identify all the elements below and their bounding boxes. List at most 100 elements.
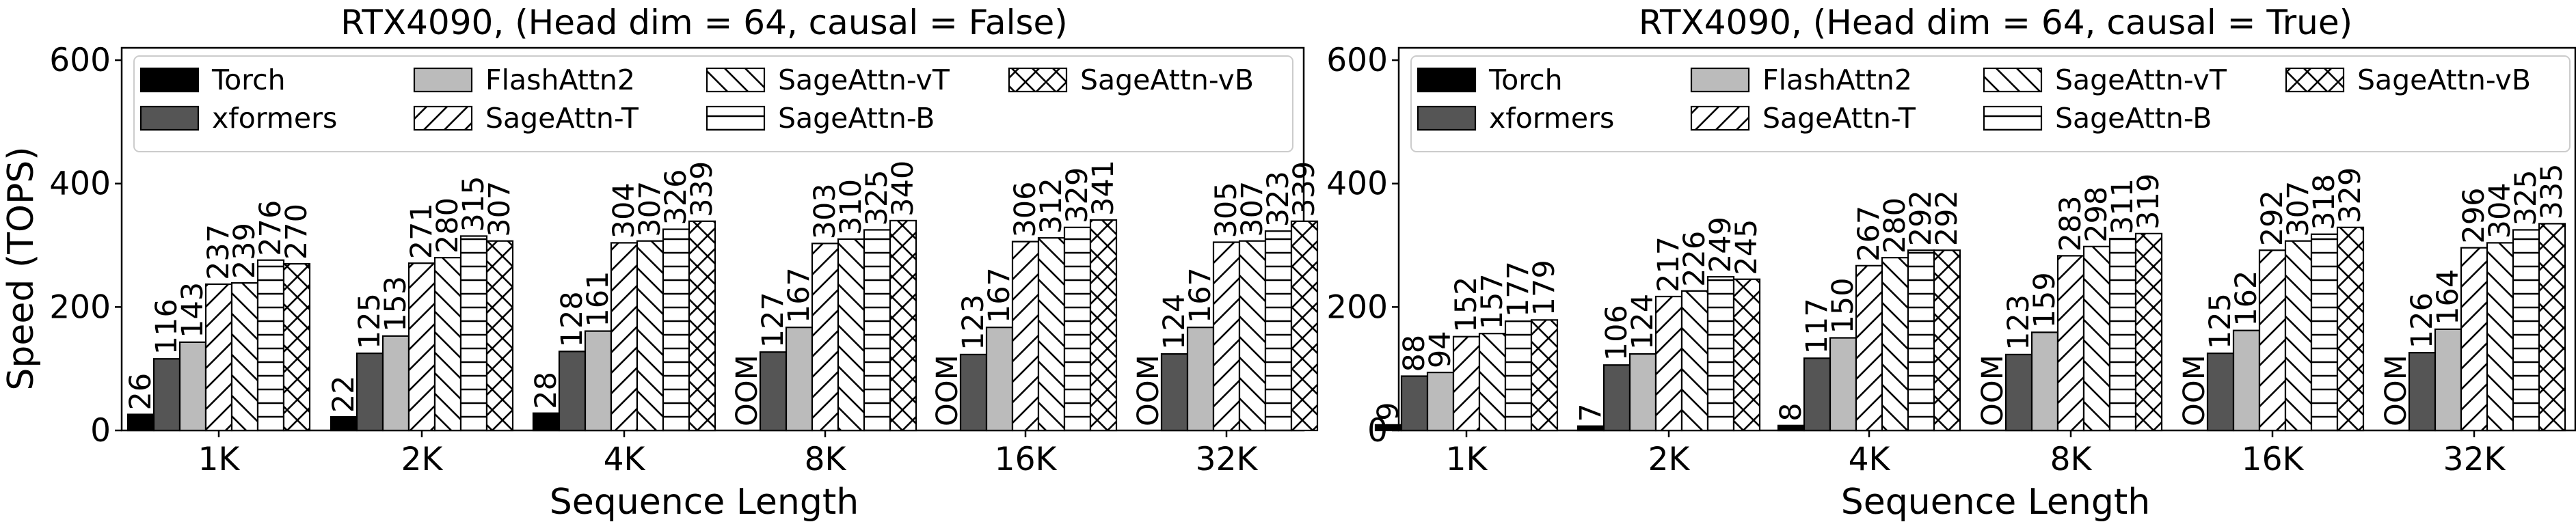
data-label: 307 (633, 181, 667, 237)
data-label: 7 (1574, 403, 1608, 422)
data-label: 239 (228, 223, 262, 279)
y-tick-label: 600 (1326, 42, 1388, 79)
bar (1290, 220, 1319, 432)
bar (558, 351, 587, 432)
legend-swatch (139, 105, 200, 131)
bar (1426, 371, 1455, 432)
bar (662, 228, 690, 432)
bar (2004, 353, 2033, 432)
y-tick-label: 600 (49, 42, 111, 79)
bar (1577, 425, 1605, 432)
y-tick-label: 200 (1326, 288, 1388, 326)
legend-swatch (413, 67, 473, 93)
data-label: 339 (685, 161, 719, 217)
x-tick-label: 16K (995, 441, 1058, 478)
bar (1907, 249, 1935, 432)
data-label: 88 (1397, 335, 1432, 372)
data-label: OOM (930, 355, 965, 426)
legend-swatch (1008, 67, 1068, 93)
x-tick-label: 4K (604, 441, 646, 478)
legend-label: SageAttn-B (778, 102, 935, 135)
bar (256, 259, 285, 432)
bar (1264, 230, 1293, 432)
data-label: 106 (1600, 305, 1634, 361)
data-label: 303 (808, 183, 842, 239)
data-label: OOM (2177, 355, 2212, 426)
bar (2310, 233, 2339, 432)
bar (2460, 247, 2488, 432)
x-tick-label: 1K (1446, 441, 1488, 478)
data-label: 298 (2080, 187, 2114, 243)
bar (1777, 424, 1806, 432)
x-tick-label: 8K (805, 441, 847, 478)
legend: Torch xformers FlashAttn2 SageAttn-T SageAtt… (133, 55, 1293, 152)
bar (785, 327, 814, 432)
bar (1238, 240, 1267, 432)
y-tick-label: 200 (49, 288, 111, 326)
bar (2108, 237, 2137, 432)
legend-swatch (1983, 105, 2043, 131)
bar (2434, 328, 2463, 432)
data-label: 153 (379, 276, 413, 332)
chart-title: RTX4090, (Head dim = 64, causal = False) (340, 3, 1068, 42)
data-label: 292 (1930, 190, 1964, 246)
bar (1374, 424, 1403, 432)
data-label: 152 (1449, 277, 1484, 333)
data-label: 117 (1800, 298, 1834, 354)
data-label: 123 (2002, 294, 2036, 351)
legend-swatch (139, 67, 200, 93)
data-label: 319 (2132, 174, 2166, 230)
bar (2030, 331, 2059, 432)
bar (485, 240, 514, 432)
bar (407, 262, 436, 432)
data-label: 116 (150, 299, 184, 355)
bar (1933, 249, 1961, 432)
data-label: 127 (756, 292, 790, 348)
bar (688, 220, 716, 432)
data-label: 307 (1235, 181, 1270, 237)
data-label: 150 (1826, 277, 1860, 333)
bar (126, 413, 155, 432)
y-tick-label: 400 (1326, 165, 1388, 203)
legend-swatch (2285, 67, 2345, 93)
legend-label: Torch (1488, 64, 1563, 96)
bar (1530, 319, 1559, 432)
data-label: 94 (1423, 331, 1458, 368)
bar (1829, 337, 1857, 432)
bar (2056, 255, 2085, 432)
data-label: 307 (2281, 181, 2316, 237)
bar (1654, 295, 1683, 432)
data-label: OOM (1131, 355, 1166, 426)
legend-label: xformers (212, 102, 337, 135)
legend-label: SageAttn-T (485, 102, 639, 135)
legend-label: Torch (211, 64, 286, 96)
data-label: 237 (202, 224, 236, 280)
bar (1011, 241, 1040, 432)
data-label: 341 (1086, 160, 1121, 216)
data-label: 326 (659, 169, 693, 225)
bar (459, 235, 488, 432)
data-label: OOM (2379, 355, 2413, 426)
bar (985, 327, 1014, 432)
legend-label: xformers (1489, 102, 1614, 135)
data-label: 159 (2028, 272, 2062, 328)
data-label: 125 (2203, 293, 2238, 349)
bar (2206, 352, 2235, 432)
data-label: 179 (1527, 260, 1561, 316)
data-label: 124 (1157, 294, 1192, 350)
legend-swatch (1690, 67, 1750, 93)
legend: Torch xformers FlashAttn2 SageAttn-T SageAtt… (1410, 55, 2571, 152)
bar (1602, 364, 1631, 432)
bar (355, 352, 384, 432)
chart-panel-causal-false: RTX4090, (Head dim = 64, causal = False)… (1, 3, 1321, 522)
data-label: 311 (2106, 178, 2140, 234)
data-label: 161 (581, 271, 615, 327)
data-label: 177 (1501, 261, 1535, 317)
bar (152, 358, 181, 432)
data-label: OOM (1976, 355, 2010, 426)
y-tick-label: 400 (49, 165, 111, 203)
bar (1452, 335, 1481, 432)
data-label: 8 (1774, 402, 1808, 421)
chart-panel-causal-true: RTX4090, (Head dim = 64, causal = True) … (1326, 3, 2576, 522)
legend-swatch (706, 67, 766, 93)
